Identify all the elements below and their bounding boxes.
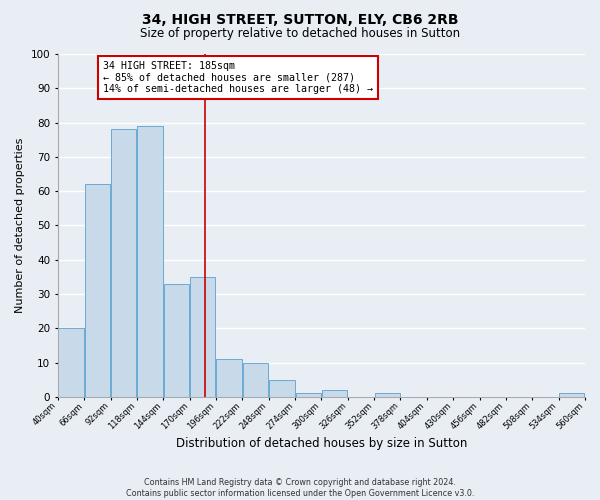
Bar bbox=[269, 380, 295, 397]
Bar bbox=[243, 362, 268, 397]
Bar bbox=[85, 184, 110, 397]
Bar bbox=[111, 130, 136, 397]
Text: 34 HIGH STREET: 185sqm
← 85% of detached houses are smaller (287)
14% of semi-de: 34 HIGH STREET: 185sqm ← 85% of detached… bbox=[103, 61, 373, 94]
Text: Size of property relative to detached houses in Sutton: Size of property relative to detached ho… bbox=[140, 28, 460, 40]
Bar bbox=[296, 394, 321, 397]
Text: 34, HIGH STREET, SUTTON, ELY, CB6 2RB: 34, HIGH STREET, SUTTON, ELY, CB6 2RB bbox=[142, 12, 458, 26]
Bar bbox=[374, 394, 400, 397]
Bar bbox=[164, 284, 189, 397]
Bar bbox=[137, 126, 163, 397]
X-axis label: Distribution of detached houses by size in Sutton: Distribution of detached houses by size … bbox=[176, 437, 467, 450]
Bar bbox=[190, 277, 215, 397]
Bar bbox=[217, 359, 242, 397]
Bar bbox=[322, 390, 347, 397]
Bar bbox=[559, 394, 584, 397]
Y-axis label: Number of detached properties: Number of detached properties bbox=[15, 138, 25, 313]
Text: Contains HM Land Registry data © Crown copyright and database right 2024.
Contai: Contains HM Land Registry data © Crown c… bbox=[126, 478, 474, 498]
Bar bbox=[58, 328, 83, 397]
